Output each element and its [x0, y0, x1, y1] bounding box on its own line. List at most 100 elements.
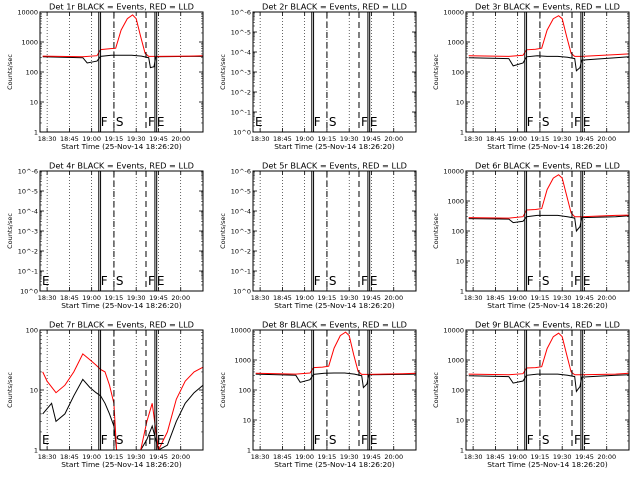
- event-marker-label: F: [101, 115, 108, 129]
- x-tick-label: 19:45: [362, 294, 381, 302]
- plot-frame: [39, 329, 204, 451]
- event-marker-label: F: [101, 433, 108, 447]
- event-marker-label: F: [574, 433, 581, 447]
- y-tick-label: 10^-5: [231, 188, 251, 196]
- y-tick-label: 10^-4: [18, 208, 38, 216]
- x-axis-label: Start Time (25-Nov-14 18:26:20): [274, 460, 395, 469]
- event-marker-label: E: [42, 433, 50, 447]
- y-tick-label: 10^-6: [231, 168, 251, 176]
- event-marker-label: S: [329, 433, 337, 447]
- x-tick-label: 19:15: [318, 294, 337, 302]
- y-tick-label: 10^-3: [231, 69, 251, 77]
- x-tick-label: 19:15: [105, 294, 124, 302]
- event-marker-label: S: [329, 274, 337, 288]
- x-tick-label: 18:30: [464, 453, 483, 461]
- x-tick-label: 18:45: [486, 294, 505, 302]
- x-tick-label: 19:00: [295, 294, 314, 302]
- x-tick-label: 19:30: [127, 135, 146, 143]
- event-marker-label: F: [148, 274, 155, 288]
- x-tick-label: 19:15: [318, 135, 337, 143]
- y-tick-label: 10^-2: [231, 248, 251, 256]
- y-tick-label: 1000: [447, 357, 464, 365]
- panel-title: Det 2r BLACK = Events, RED = LLD: [262, 2, 407, 12]
- y-tick-label: 10^-5: [231, 29, 251, 37]
- series-line-events: [42, 54, 203, 69]
- event-marker-label: E: [583, 115, 591, 129]
- event-marker-label: E: [157, 274, 165, 288]
- x-tick-label: 19:15: [531, 135, 550, 143]
- x-tick-label: 18:45: [273, 135, 292, 143]
- x-tick-label: 20:00: [597, 135, 616, 143]
- y-tick-label: 10000: [443, 168, 464, 176]
- event-marker-label: E: [370, 274, 378, 288]
- y-axis-label: Counts/sec: [219, 54, 227, 90]
- x-tick-label: 19:45: [575, 294, 594, 302]
- x-tick-label: 20:00: [171, 294, 190, 302]
- x-tick-label: 19:30: [553, 453, 572, 461]
- y-tick-label: 100: [452, 69, 464, 77]
- series-line-events: [468, 55, 629, 72]
- event-marker-label: E: [370, 433, 378, 447]
- y-tick-label: 10^-3: [18, 228, 38, 236]
- x-axis-label: Start Time (25-Nov-14 18:26:20): [487, 142, 608, 151]
- y-tick-label: 10^0: [233, 129, 251, 137]
- y-axis-label: Counts/sec: [219, 213, 227, 249]
- series-group: [42, 353, 203, 450]
- x-axis-label: Start Time (25-Nov-14 18:26:20): [61, 460, 182, 469]
- y-tick-label: 10: [243, 417, 251, 425]
- y-axis-label: Counts/sec: [432, 213, 440, 249]
- event-marker-label: F: [574, 115, 581, 129]
- y-tick-label: 10^-1: [231, 268, 251, 276]
- y-tick-label: 10^0: [233, 288, 251, 296]
- event-marker-label: E: [42, 274, 50, 288]
- event-marker-label: F: [314, 115, 321, 129]
- event-marker-label: F: [314, 274, 321, 288]
- x-tick-label: 19:45: [149, 453, 168, 461]
- panel-title: Det 3r BLACK = Events, RED = LLD: [475, 2, 620, 12]
- x-axis-label: Start Time (25-Nov-14 18:26:20): [487, 460, 608, 469]
- x-tick-label: 18:30: [464, 135, 483, 143]
- y-tick-label: 10000: [443, 9, 464, 17]
- y-tick-label: 1: [247, 447, 251, 455]
- x-axis-label: Start Time (25-Nov-14 18:26:20): [61, 301, 182, 310]
- y-tick-label: 10^0: [20, 288, 38, 296]
- y-axis-label: Counts/sec: [6, 213, 14, 249]
- event-marker-label: S: [116, 433, 124, 447]
- x-tick-label: 19:30: [553, 135, 572, 143]
- x-tick-label: 19:15: [318, 453, 337, 461]
- x-tick-label: 19:30: [340, 294, 359, 302]
- y-tick-label: 10^-4: [231, 208, 251, 216]
- plot-frame: [39, 170, 204, 292]
- x-axis-label: Start Time (25-Nov-14 18:26:20): [274, 301, 395, 310]
- x-tick-label: 20:00: [597, 294, 616, 302]
- event-marker-label: S: [542, 115, 550, 129]
- x-tick-label: 19:00: [82, 453, 101, 461]
- event-marker-label: F: [361, 433, 368, 447]
- x-tick-label: 18:30: [38, 453, 57, 461]
- x-tick-label: 18:45: [273, 453, 292, 461]
- y-tick-label: 10: [456, 99, 464, 107]
- event-marker-label: F: [361, 115, 368, 129]
- y-tick-label: 10^-6: [18, 168, 38, 176]
- x-tick-label: 19:30: [553, 294, 572, 302]
- x-tick-label: 19:30: [127, 294, 146, 302]
- x-tick-label: 19:00: [295, 453, 314, 461]
- event-marker-label: S: [542, 433, 550, 447]
- y-tick-label: 10^-4: [231, 49, 251, 57]
- y-tick-label: 10000: [443, 327, 464, 335]
- series-group: [468, 15, 629, 72]
- x-tick-label: 19:00: [82, 294, 101, 302]
- x-tick-label: 18:45: [273, 294, 292, 302]
- x-tick-label: 18:45: [60, 294, 79, 302]
- x-tick-label: 19:45: [575, 453, 594, 461]
- y-tick-label: 10: [456, 417, 464, 425]
- event-marker-label: F: [101, 274, 108, 288]
- y-tick-label: 10^-2: [231, 89, 251, 97]
- y-tick-label: 100: [452, 387, 464, 395]
